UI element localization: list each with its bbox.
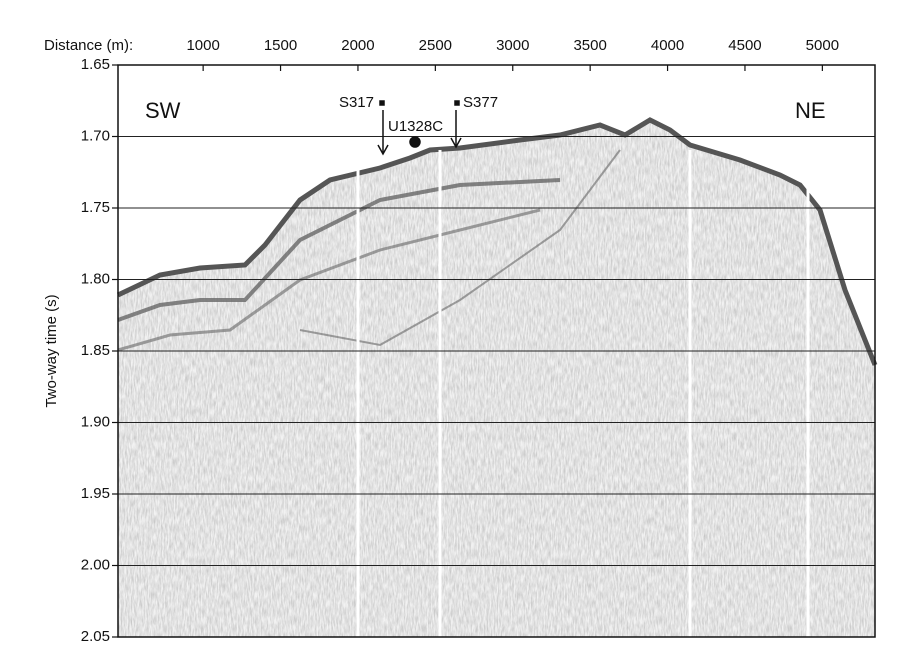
x-tick-label: 2500 [419, 37, 452, 54]
chart: 1000 1500 2000 2500 3000 3500 4000 4500 5000 1.65… [0, 0, 898, 659]
x-tick-label: 1000 [186, 37, 219, 54]
y-tick-label: 2.00 [81, 556, 110, 573]
y-axis-label: Two-way time (s) [43, 294, 60, 407]
x-tick-label: 2000 [341, 37, 374, 54]
x-tick-label: 1500 [264, 37, 297, 54]
annotation: SW [145, 98, 181, 123]
y-tick-label: 1.70 [81, 127, 110, 144]
y-tick-label: 1.65 [81, 56, 110, 73]
x-tick-label: 3000 [496, 37, 529, 54]
x-tick-label: 5000 [806, 37, 839, 54]
annotation: U1328C [388, 118, 443, 135]
annotation: NE [795, 98, 826, 123]
x-tick-label: 3500 [573, 37, 606, 54]
x-tick-label: 4500 [728, 37, 761, 54]
y-tick-label: 1.90 [81, 413, 110, 430]
y-tick-label: 1.85 [81, 342, 110, 359]
annotation: S377 [463, 94, 498, 111]
y-tick-label: 1.80 [81, 270, 110, 287]
x-tick-label: 4000 [651, 37, 684, 54]
annotation: S317 [339, 94, 374, 111]
y-tick-label: 1.75 [81, 199, 110, 216]
y-tick-label: 1.95 [81, 485, 110, 502]
y-tick-label: 2.05 [81, 628, 110, 645]
x-axis-label: Distance (m): [44, 37, 133, 54]
